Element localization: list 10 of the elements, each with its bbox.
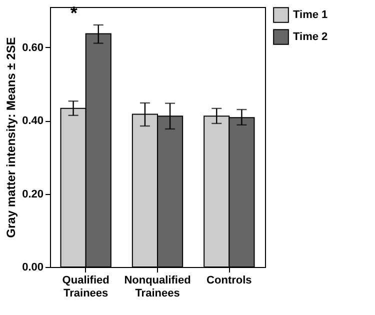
y-axis-title: Gray matter intensity: Means ± 2SE [4,37,18,238]
x-tick-label: Nonqualified Trainees [124,274,191,300]
x-tick-label: Controls [206,274,252,286]
y-tick-label: 0.60 [22,42,44,54]
y-tick-label: 0.20 [22,188,44,200]
y-tick-label: 0.40 [22,115,44,128]
y-tick-label: 0.00 [22,262,44,274]
legend-label: Time 2 [293,31,328,43]
legend-label: Time 1 [293,9,328,21]
x-tick-label: Qualified Trainees [62,274,110,300]
